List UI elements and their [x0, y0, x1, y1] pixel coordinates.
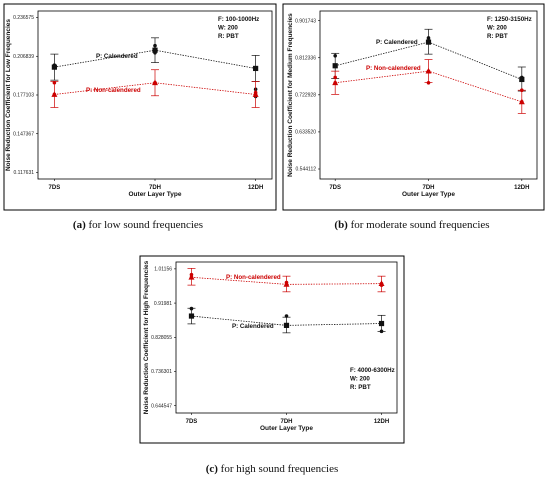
- data-point: [153, 43, 157, 48]
- series-label: P: Non-calendered: [226, 274, 281, 281]
- mean-marker: [51, 91, 58, 97]
- y-axis-title: Noise Reduction Coefficient for High Fre…: [143, 260, 150, 414]
- series-non-calendered: P: Non-calendered: [187, 267, 386, 293]
- y-tick-label: 0.644547: [151, 403, 172, 409]
- chart-panel-b: 0.544112 0.633520 0.722928 0.812336 0.901743…: [282, 3, 545, 211]
- legend-info-line: R: PBT: [350, 384, 371, 391]
- x-tick-label: 7DS: [186, 419, 198, 425]
- y-axis-title: Noise Reduction Coefficient for Medium F…: [287, 13, 294, 177]
- legend-info-line: W: 200: [350, 376, 370, 383]
- data-point: [52, 80, 57, 85]
- legend-info-line: F: 1250-3150Hz: [487, 16, 532, 23]
- y-tick-label: 0.544112: [296, 167, 317, 173]
- mean-marker: [425, 39, 432, 45]
- data-point: [333, 54, 337, 58]
- series-label: P: Calendered: [376, 39, 418, 46]
- caption-a: (a) for low sound frequencies: [73, 219, 203, 231]
- caption-b: (b) for moderate sound frequencies: [334, 219, 489, 231]
- chart-panel-a: 0.117631 0.147367 0.177103 0.206839 0.236575…: [3, 3, 277, 211]
- data-point: [520, 88, 524, 93]
- y-axis-title: Noise Reduction Coefficient for Low Freq…: [5, 19, 12, 171]
- caption-c: (c) for high sound frequencies: [206, 463, 339, 475]
- series-label: P: Non-calendered: [366, 65, 421, 72]
- caption-letter: (b): [334, 219, 348, 231]
- mean-marker: [152, 47, 158, 53]
- series-label: P: Calendered: [96, 53, 138, 60]
- mean-marker: [519, 76, 525, 83]
- mean-marker: [252, 91, 259, 97]
- legend-info-line: W: 200: [218, 25, 238, 32]
- mean-marker: [51, 64, 57, 70]
- caption-letter: (a): [73, 219, 86, 231]
- series-label: P: Non-calendered: [86, 87, 141, 94]
- legend-info-line: F: 100-1000Hz: [218, 16, 259, 23]
- series-calendered: P: Calendered: [331, 28, 526, 92]
- y-tick-label: 0.828055: [151, 335, 172, 341]
- series-label: P: Calendered: [232, 323, 274, 330]
- series-non-calendered: P: Non-calendered: [50, 69, 260, 108]
- y-tick-label: 0.91981: [154, 301, 172, 307]
- legend-info-line: R: PBT: [218, 33, 239, 40]
- caption-text: for low sound frequencies: [86, 219, 203, 231]
- series-calendered: P: Calendered: [187, 306, 386, 334]
- x-tick-label: 7DH: [422, 185, 434, 191]
- y-tick-label: 0.147367: [13, 131, 34, 137]
- caption-text: for high sound frequencies: [218, 463, 338, 475]
- x-tick-label: 7DS: [49, 185, 61, 191]
- caption-text: for moderate sound frequencies: [348, 219, 490, 231]
- mean-marker: [518, 98, 525, 105]
- data-point: [284, 314, 289, 318]
- y-tick-label: 0.901743: [295, 18, 316, 24]
- mean-marker: [378, 280, 385, 287]
- mean-marker: [425, 67, 432, 74]
- mean-marker: [378, 320, 385, 327]
- x-axis-title: Outer Layer Type: [129, 191, 182, 198]
- y-tick-label: 0.206839: [13, 54, 34, 60]
- data-point: [333, 75, 337, 80]
- mean-marker: [283, 281, 290, 287]
- data-point: [426, 36, 431, 40]
- legend-info-line: F: 4000-6300Hz: [350, 367, 395, 374]
- y-tick-label: 0.117631: [14, 170, 35, 176]
- mean-marker: [332, 79, 339, 86]
- y-tick-label: 0.236575: [13, 15, 34, 21]
- y-tick-label: 0.722928: [295, 93, 316, 99]
- data-point: [189, 306, 194, 311]
- y-tick-label: 0.736301: [151, 369, 172, 375]
- y-tick-label: 0.812336: [295, 55, 316, 61]
- mean-marker: [188, 274, 195, 280]
- data-point: [426, 80, 431, 85]
- mean-marker: [283, 322, 290, 328]
- mean-marker: [152, 79, 158, 86]
- caption-letter: (c): [206, 463, 219, 475]
- series-non-calendered: P: Non-calendered: [331, 59, 526, 114]
- y-tick-label: 0.633520: [295, 130, 316, 136]
- series-line: [191, 276, 382, 285]
- series-line: [191, 315, 382, 326]
- x-tick-label: 12DH: [374, 419, 389, 425]
- x-tick-label: 7DS: [329, 185, 341, 191]
- x-tick-label: 12DH: [514, 185, 529, 191]
- x-tick-label: 7DH: [280, 419, 292, 425]
- mean-marker: [188, 313, 195, 319]
- y-tick-label: 1.01156: [154, 267, 172, 273]
- legend-info-line: W: 200: [487, 25, 507, 32]
- x-tick-label: 12DH: [248, 185, 263, 191]
- series-calendered: P: Calendered: [50, 37, 260, 99]
- x-axis-title: Outer Layer Type: [260, 425, 313, 432]
- mean-marker: [253, 65, 259, 72]
- mean-marker: [332, 63, 338, 69]
- chart-panel-c: 0.644547 0.736301 0.828055 0.91981 1.01156 7D…: [139, 255, 405, 444]
- x-axis-title: Outer Layer Type: [402, 191, 455, 198]
- x-tick-label: 7DH: [149, 185, 161, 191]
- data-point: [379, 329, 384, 334]
- legend-info-line: R: PBT: [487, 33, 508, 40]
- y-tick-label: 0.177103: [13, 93, 34, 99]
